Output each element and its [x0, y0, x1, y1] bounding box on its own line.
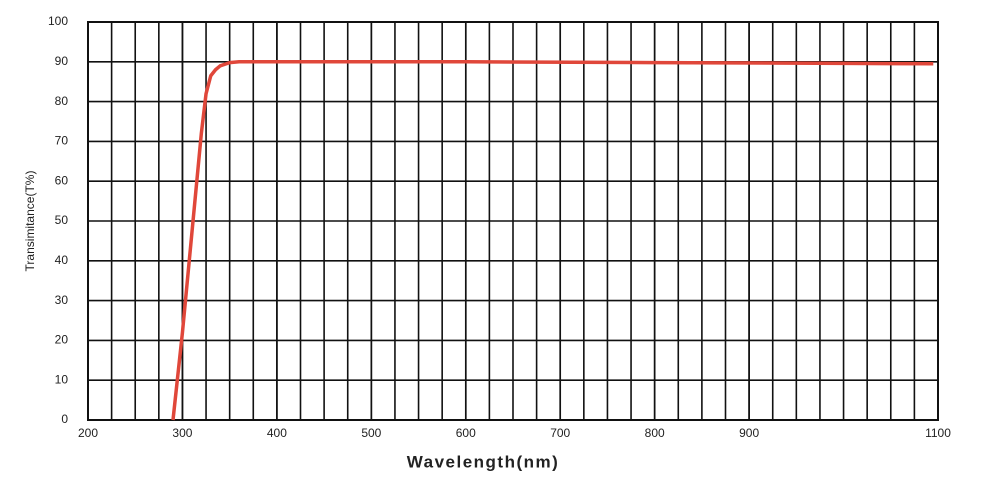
y-tick-label: 30 — [55, 293, 69, 307]
y-tick-label: 100 — [48, 14, 68, 28]
y-tick-label: 80 — [55, 94, 69, 108]
x-tick-label: 800 — [645, 426, 665, 440]
y-tick-label: 60 — [55, 173, 69, 187]
y-tick-label: 70 — [55, 134, 69, 148]
x-tick-label: 1100 — [925, 426, 951, 440]
y-tick-label: 20 — [55, 333, 69, 347]
y-tick-label: 50 — [55, 213, 69, 227]
x-tick-label: 600 — [456, 426, 476, 440]
plot-border — [87, 21, 939, 421]
x-tick-label: 700 — [550, 426, 570, 440]
x-axis-label: Wavelength(nm) — [407, 452, 560, 471]
data-line — [171, 60, 934, 421]
x-tick-label: 500 — [361, 426, 381, 440]
x-tick-label: 200 — [78, 426, 98, 440]
y-tick-label: 0 — [61, 412, 68, 426]
y-axis-label: Transimitance(T%) — [23, 171, 37, 272]
y-tick-label: 10 — [55, 372, 69, 386]
x-tick-label: 900 — [739, 426, 759, 440]
y-tick-label: 90 — [55, 54, 69, 68]
x-tick-label: 400 — [267, 426, 287, 440]
x-tick-label: 300 — [172, 426, 192, 440]
y-tick-label: 40 — [55, 253, 69, 267]
